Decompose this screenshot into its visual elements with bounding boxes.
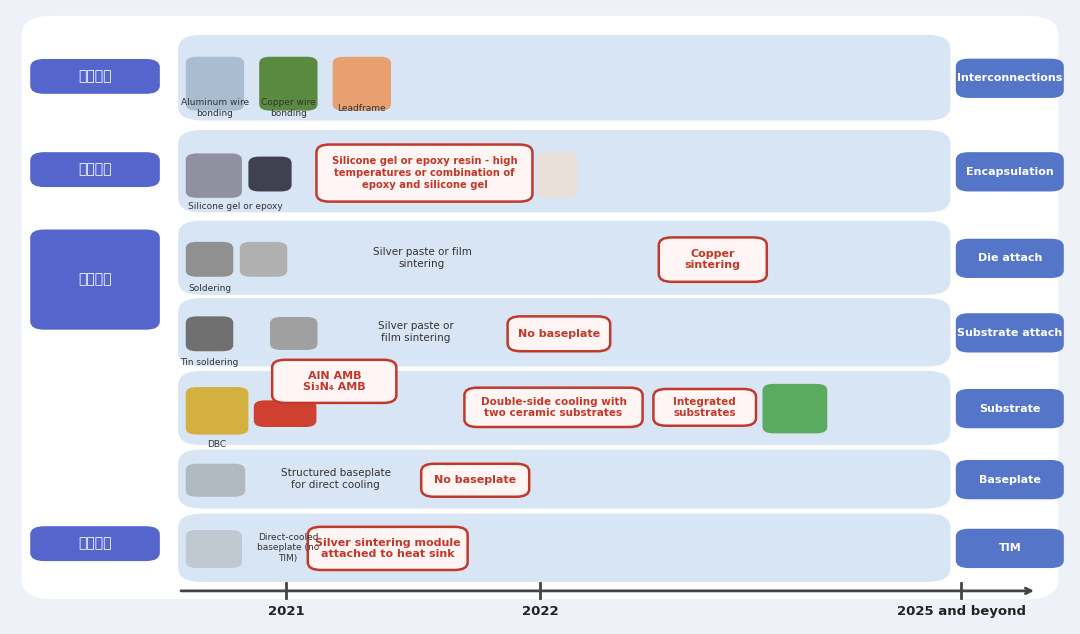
- FancyBboxPatch shape: [178, 450, 950, 508]
- Text: Copper wire
bonding: Copper wire bonding: [261, 98, 315, 118]
- FancyBboxPatch shape: [248, 157, 292, 191]
- FancyBboxPatch shape: [316, 145, 532, 202]
- Text: 2025 and beyond: 2025 and beyond: [896, 605, 1026, 618]
- FancyBboxPatch shape: [659, 238, 767, 281]
- Text: Copper
sintering: Copper sintering: [685, 249, 741, 271]
- FancyBboxPatch shape: [186, 57, 244, 111]
- Text: Silver paste or film
sintering: Silver paste or film sintering: [373, 247, 472, 269]
- FancyBboxPatch shape: [186, 464, 245, 497]
- Text: Soldering: Soldering: [188, 283, 231, 293]
- FancyBboxPatch shape: [762, 384, 827, 434]
- Text: TIM: TIM: [998, 543, 1022, 553]
- FancyBboxPatch shape: [508, 316, 610, 351]
- FancyBboxPatch shape: [178, 221, 950, 295]
- FancyBboxPatch shape: [178, 371, 950, 445]
- Text: Silver paste or
film sintering: Silver paste or film sintering: [378, 321, 454, 343]
- Text: Direct-cooled
baseplate (no
TIM): Direct-cooled baseplate (no TIM): [257, 533, 320, 563]
- FancyBboxPatch shape: [186, 316, 233, 351]
- FancyBboxPatch shape: [956, 152, 1064, 191]
- Text: 保护材料: 保护材料: [78, 162, 112, 177]
- Text: Aluminum wire
bonding: Aluminum wire bonding: [180, 98, 249, 118]
- FancyBboxPatch shape: [272, 360, 396, 403]
- Text: Integrated
substrates: Integrated substrates: [673, 396, 737, 418]
- Text: Leadframe: Leadframe: [337, 103, 387, 113]
- FancyBboxPatch shape: [464, 388, 643, 427]
- FancyBboxPatch shape: [186, 530, 242, 568]
- Text: No baseplate: No baseplate: [434, 476, 516, 485]
- FancyBboxPatch shape: [22, 16, 1058, 599]
- Text: 2022: 2022: [522, 605, 558, 618]
- FancyBboxPatch shape: [956, 529, 1064, 568]
- FancyBboxPatch shape: [537, 152, 578, 198]
- FancyBboxPatch shape: [178, 298, 950, 366]
- Text: Silicone gel or epoxy resin - high
temperatures or combination of
epoxy and sili: Silicone gel or epoxy resin - high tempe…: [332, 157, 517, 190]
- FancyBboxPatch shape: [30, 152, 160, 187]
- Text: No baseplate: No baseplate: [517, 329, 600, 339]
- Text: AlN AMB
Si₃N₄ AMB: AlN AMB Si₃N₄ AMB: [303, 370, 365, 392]
- FancyBboxPatch shape: [270, 317, 318, 350]
- FancyBboxPatch shape: [30, 526, 160, 561]
- Text: 2021: 2021: [268, 605, 305, 618]
- FancyBboxPatch shape: [259, 57, 318, 111]
- FancyBboxPatch shape: [178, 130, 950, 212]
- FancyBboxPatch shape: [956, 389, 1064, 429]
- FancyBboxPatch shape: [308, 527, 468, 570]
- Text: 芯片连接: 芯片连接: [78, 273, 112, 287]
- Text: 水冷结构: 水冷结构: [78, 536, 112, 551]
- Text: Structured baseplate
for direct cooling: Structured baseplate for direct cooling: [281, 468, 391, 490]
- FancyBboxPatch shape: [30, 230, 160, 330]
- Text: Silicone gel or epoxy: Silicone gel or epoxy: [188, 202, 283, 210]
- FancyBboxPatch shape: [178, 514, 950, 582]
- FancyBboxPatch shape: [178, 35, 950, 120]
- Text: Baseplate: Baseplate: [978, 475, 1041, 484]
- FancyBboxPatch shape: [254, 401, 316, 427]
- FancyBboxPatch shape: [333, 57, 391, 111]
- FancyBboxPatch shape: [186, 387, 248, 435]
- FancyBboxPatch shape: [186, 153, 242, 198]
- Text: Substrate: Substrate: [980, 404, 1040, 413]
- Text: 功率互联: 功率互联: [78, 69, 112, 84]
- FancyBboxPatch shape: [956, 59, 1064, 98]
- FancyBboxPatch shape: [186, 242, 233, 276]
- Text: Interconnections: Interconnections: [957, 74, 1063, 83]
- FancyBboxPatch shape: [956, 239, 1064, 278]
- Text: Silver sintering module
attached to heat sink: Silver sintering module attached to heat…: [315, 538, 460, 559]
- Text: Encapsulation: Encapsulation: [966, 167, 1054, 177]
- FancyBboxPatch shape: [240, 242, 287, 276]
- FancyBboxPatch shape: [30, 59, 160, 94]
- FancyBboxPatch shape: [956, 313, 1064, 353]
- Text: Double-side cooling with
two ceramic substrates: Double-side cooling with two ceramic sub…: [481, 396, 626, 418]
- Text: Substrate attach: Substrate attach: [957, 328, 1063, 338]
- Text: DBC: DBC: [207, 440, 227, 450]
- FancyBboxPatch shape: [956, 460, 1064, 500]
- Text: Die attach: Die attach: [977, 254, 1042, 263]
- FancyBboxPatch shape: [421, 464, 529, 497]
- FancyBboxPatch shape: [653, 389, 756, 426]
- Text: Tin soldering: Tin soldering: [180, 358, 239, 366]
